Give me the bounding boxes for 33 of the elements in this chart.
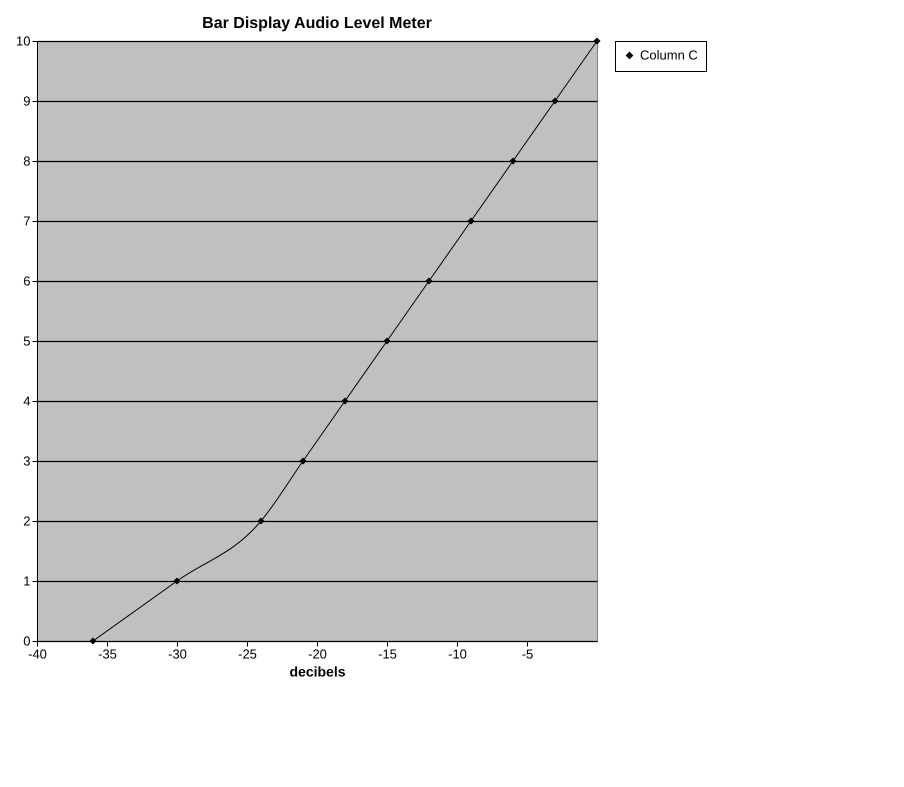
y-tick-label: 1 xyxy=(23,574,30,588)
y-tick-label: 3 xyxy=(23,454,30,468)
x-tick-label: -15 xyxy=(378,646,397,662)
y-tick-label: 6 xyxy=(23,274,30,288)
point xyxy=(593,37,601,45)
point xyxy=(89,637,97,645)
legend-label: Column C xyxy=(640,48,698,62)
x-tick-label: -5 xyxy=(522,646,534,662)
point xyxy=(341,397,349,405)
x-tick-label: -10 xyxy=(448,646,467,662)
y-tick-label: 9 xyxy=(23,94,30,108)
x-tick-label: -25 xyxy=(238,646,257,662)
x-tick-label: -30 xyxy=(168,646,187,662)
y-tick-label: 7 xyxy=(23,214,30,228)
x-tick-label: -40 xyxy=(28,646,47,662)
y-tick-label: 8 xyxy=(23,154,30,168)
point xyxy=(551,97,559,105)
point xyxy=(425,277,433,285)
point xyxy=(257,517,265,525)
y-tick-label: 2 xyxy=(23,514,30,528)
x-axis-title: decibels xyxy=(289,664,346,680)
point xyxy=(383,337,391,345)
y-tick-label: 4 xyxy=(23,394,30,408)
point xyxy=(173,577,181,585)
x-tick-label: -35 xyxy=(98,646,117,662)
point xyxy=(467,217,475,225)
point xyxy=(299,457,307,465)
y-tick-label: 5 xyxy=(23,334,30,348)
y-tick-label: 0 xyxy=(23,634,30,648)
y-tick-label: 10 xyxy=(16,34,30,48)
chart-title: Bar Display Audio Level Meter xyxy=(202,15,432,32)
point xyxy=(509,157,517,165)
x-tick-label: -20 xyxy=(308,646,327,662)
